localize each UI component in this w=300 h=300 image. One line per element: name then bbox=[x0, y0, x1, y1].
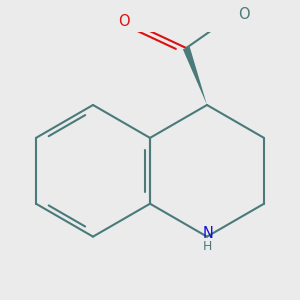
Polygon shape bbox=[183, 47, 207, 105]
Text: H: H bbox=[203, 240, 212, 253]
Text: N: N bbox=[202, 226, 213, 241]
Text: O: O bbox=[118, 14, 129, 29]
Text: O: O bbox=[238, 8, 250, 22]
